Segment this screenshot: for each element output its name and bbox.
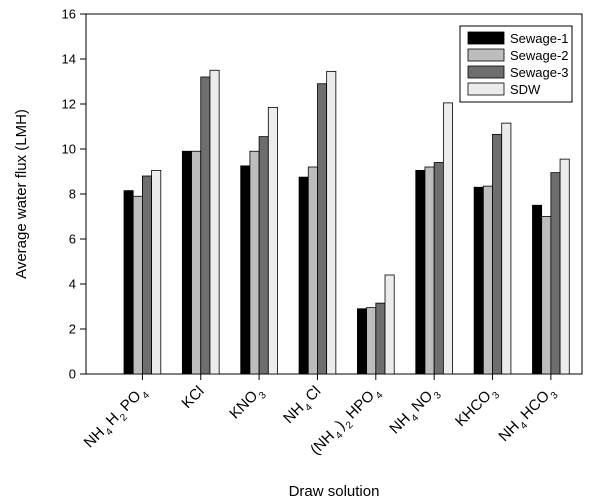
- x-tick-label: NH4NO3: [386, 382, 444, 440]
- y-tick-label: 2: [69, 322, 76, 337]
- bar-sdw: [151, 169, 162, 375]
- bar-sewage-3: [550, 172, 561, 375]
- y-tick-label: 12: [62, 97, 76, 112]
- y-tick-label: 6: [69, 232, 76, 247]
- bar-sewage-2: [132, 195, 143, 375]
- bar-sewage-2: [366, 307, 377, 375]
- bar-sewage-1: [532, 204, 543, 375]
- x-tick-label: KHCO3: [452, 382, 502, 432]
- y-axis-title: Average water flux (LMH): [13, 109, 30, 279]
- bar-sewage-2: [249, 150, 260, 375]
- x-tick-label: KCl: [178, 383, 207, 412]
- bar-sewage-1: [357, 308, 368, 375]
- bar-sewage-3: [258, 136, 269, 375]
- bar-sewage-3: [141, 175, 152, 375]
- legend-label: Sewage-3: [510, 65, 569, 80]
- legend-swatch: [467, 31, 505, 45]
- legend-label: SDW: [510, 82, 541, 97]
- bar-sewage-1: [415, 169, 426, 375]
- x-tick-label: NH4HCO3: [495, 382, 560, 447]
- bar-sdw: [267, 106, 278, 375]
- bar-sewage-3: [492, 133, 503, 375]
- bar-sewage-2: [307, 166, 318, 375]
- x-tick-label: NH4H2PO4: [81, 382, 153, 454]
- x-tick-label: KNO3: [226, 382, 269, 425]
- y-tick-label: 16: [62, 7, 76, 22]
- bar-sewage-3: [200, 76, 211, 375]
- legend-swatch: [467, 65, 505, 79]
- legend-swatch: [467, 82, 505, 96]
- bar-sdw: [209, 69, 220, 375]
- bars: [123, 69, 570, 375]
- bar-sewage-1: [123, 190, 134, 375]
- bar-sewage-2: [191, 150, 202, 375]
- bar-sewage-1: [181, 150, 192, 375]
- y-tick-label: 8: [69, 187, 76, 202]
- bar-sewage-3: [433, 162, 444, 375]
- bar-sdw: [501, 122, 512, 375]
- bar-sewage-2: [482, 185, 493, 375]
- legend-label: Sewage-1: [510, 31, 569, 46]
- x-axis-title: Draw solution: [289, 483, 380, 500]
- bar-sewage-3: [317, 83, 328, 375]
- legend: Sewage-1 Sewage-2 Sewage-3 SDW: [459, 25, 573, 103]
- bar-sdw: [326, 70, 337, 375]
- y-tick-label: 0: [69, 367, 76, 382]
- bar-sewage-1: [240, 165, 251, 375]
- y-axis: 0 2 4 6 8 10 12 14 16: [62, 7, 86, 382]
- bar-sdw: [559, 158, 570, 375]
- legend-swatch: [467, 48, 505, 62]
- bar-sewage-2: [424, 166, 435, 375]
- y-tick-label: 4: [69, 277, 76, 292]
- bar-sdw: [442, 102, 453, 375]
- y-tick-label: 10: [62, 142, 76, 157]
- bar-sewage-3: [375, 302, 386, 375]
- bar-sewage-1: [473, 186, 484, 375]
- bar-sdw: [384, 274, 395, 375]
- bar-sewage-2: [541, 216, 552, 375]
- legend-label: Sewage-2: [510, 48, 569, 63]
- y-tick-label: 14: [62, 52, 76, 67]
- bar-sewage-1: [298, 176, 309, 375]
- x-tick-label: NH4Cl: [280, 383, 327, 430]
